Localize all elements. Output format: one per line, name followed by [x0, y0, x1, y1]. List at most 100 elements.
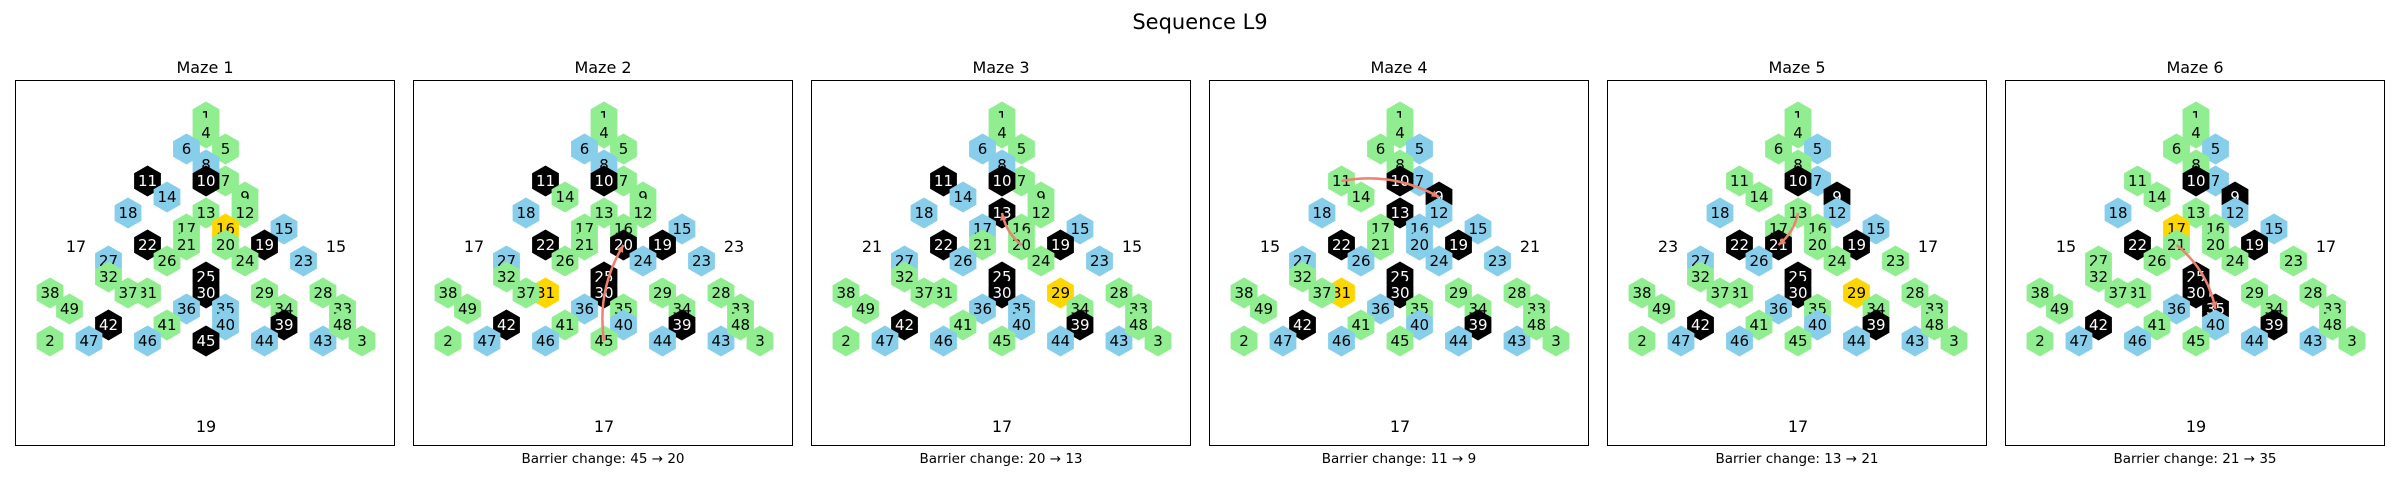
cell-hexagon — [512, 197, 540, 229]
cell-number: 7 — [2211, 172, 2221, 190]
cell-hexagon — [2260, 213, 2288, 245]
maze-cell: 10 — [192, 165, 220, 197]
cell-number: 24 — [235, 252, 254, 270]
maze-cell: 4 — [590, 117, 618, 149]
cell-number: 8 — [2191, 156, 2201, 174]
cell-hexagon — [1047, 229, 1074, 261]
cell-hexagon — [1843, 277, 1870, 309]
maze-cell: 5 — [1804, 133, 1831, 165]
cell-number: 5 — [1813, 140, 1823, 158]
cell-number: 43 — [2303, 332, 2322, 350]
cell-number: 15 — [1866, 220, 1885, 238]
cell-hexagon — [1628, 325, 1656, 357]
cell-number: 5 — [2211, 140, 2221, 158]
maze-cell: 30 — [988, 277, 1016, 309]
cell-hexagon — [212, 133, 239, 165]
cell-number: 10 — [1788, 172, 1807, 190]
cell-number: 43 — [1109, 332, 1128, 350]
cell-hexagon — [270, 309, 298, 341]
cell-hexagon — [114, 197, 142, 229]
maze-cell: 44 — [251, 325, 278, 357]
cell-hexagon — [2163, 293, 2190, 325]
cell-hexagon — [1784, 165, 1812, 197]
cell-hexagon — [629, 197, 657, 229]
maze-cell: 26 — [2143, 245, 2171, 277]
maze-cell: 37 — [910, 277, 938, 309]
cell-hexagon — [309, 325, 337, 357]
maze-cell: 41 — [949, 309, 977, 341]
cell-number: 43 — [313, 332, 332, 350]
cell-number: 4 — [201, 124, 211, 142]
maze-cell: 28 — [707, 277, 735, 309]
cell-number: 42 — [497, 316, 516, 334]
maze-cell: 32 — [2085, 261, 2112, 293]
maze-cell: 29 — [649, 277, 676, 309]
cell-number: 18 — [1312, 204, 1331, 222]
maze-cell: 45 — [1386, 325, 1414, 357]
barrier-change-caption: Barrier change: 20 → 13 — [919, 451, 1083, 467]
maze-cell: 29 — [1047, 277, 1074, 309]
cell-hexagon — [212, 229, 239, 261]
maze-cell: 44 — [1047, 325, 1074, 357]
cell-number: 21 — [177, 236, 196, 254]
cell-hexagon — [1066, 309, 1094, 341]
cell-number: 45 — [1390, 332, 1409, 350]
cell-number: 29 — [2245, 284, 2264, 302]
cell-hexagon — [949, 245, 977, 277]
maze-cell: 18 — [114, 197, 142, 229]
cell-number: 18 — [914, 204, 933, 222]
cell-hexagon — [1445, 325, 1472, 357]
cell-hexagon — [2143, 309, 2171, 341]
cell-hexagon — [649, 325, 676, 357]
cell-hexagon — [2065, 325, 2093, 357]
maze-cell: 29 — [251, 277, 278, 309]
cell-number: 29 — [255, 284, 274, 302]
cell-hexagon — [1425, 197, 1453, 229]
cell-hexagon — [571, 133, 598, 165]
cell-number: 44 — [653, 332, 672, 350]
cell-hexagon — [1008, 133, 1035, 165]
cell-hexagon — [1823, 197, 1851, 229]
cell-hexagon — [930, 165, 957, 197]
maze-cell: 40 — [212, 309, 239, 341]
cell-number: 44 — [2245, 332, 2264, 350]
maze-cell: 18 — [1706, 197, 1734, 229]
cell-hexagon — [2241, 229, 2268, 261]
side-label-bottom: 17 — [1788, 417, 1808, 436]
maze-cell: 3 — [2338, 325, 2366, 357]
cell-hexagon — [571, 229, 598, 261]
cell-hexagon — [1406, 133, 1433, 165]
cell-number: 8 — [997, 156, 1007, 174]
cell-number: 40 — [2206, 316, 2225, 334]
cell-number: 23 — [294, 252, 313, 270]
cell-hexagon — [1105, 325, 1133, 357]
maze-cell: 6 — [173, 133, 200, 165]
cell-number: 32 — [99, 268, 118, 286]
cell-number: 3 — [1153, 332, 1163, 350]
cell-hexagon — [1406, 229, 1433, 261]
cell-hexagon — [2319, 309, 2346, 341]
cell-number: 49 — [1652, 300, 1671, 318]
cell-number: 32 — [497, 268, 516, 286]
maze-cell: 12 — [1823, 197, 1851, 229]
maze-cell: 41 — [551, 309, 579, 341]
cell-number: 49 — [458, 300, 477, 318]
maze-cell: 19 — [1843, 229, 1870, 261]
cell-number: 45 — [2186, 332, 2205, 350]
maze-cell: 14 — [2143, 181, 2171, 213]
maze-cell: 3 — [348, 325, 376, 357]
cell-hexagon — [1328, 229, 1355, 261]
cell-hexagon — [1901, 325, 1929, 357]
maze-cell: 3 — [1542, 325, 1570, 357]
cell-hexagon — [251, 229, 278, 261]
cell-number: 45 — [196, 332, 215, 350]
cell-number: 1 — [1793, 108, 1803, 126]
cell-hexagon — [1047, 277, 1074, 309]
cell-number: 40 — [1012, 316, 1031, 334]
cell-number: 22 — [2128, 236, 2147, 254]
maze-cell: 47 — [2065, 325, 2093, 357]
cell-number: 1 — [599, 108, 609, 126]
maze-cell: 20 — [2202, 229, 2229, 261]
cell-number: 39 — [2264, 316, 2283, 334]
